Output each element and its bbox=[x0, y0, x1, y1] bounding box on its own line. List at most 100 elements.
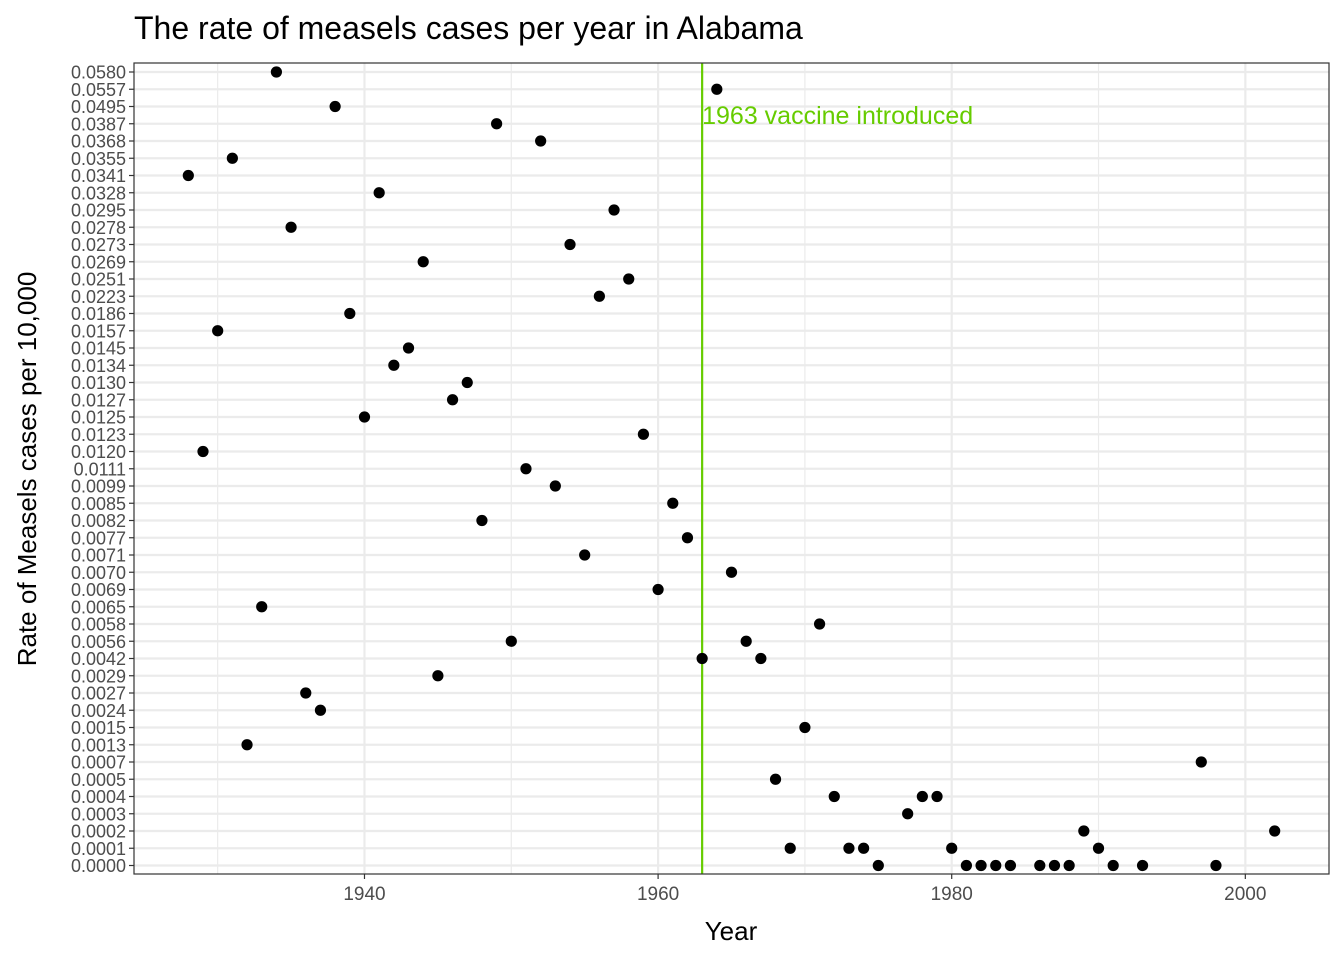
data-point bbox=[1004, 859, 1017, 872]
vaccine-annotation-label: 1963 vaccine introduced bbox=[702, 102, 973, 130]
data-point bbox=[813, 618, 826, 630]
data-point bbox=[1063, 859, 1075, 872]
data-point bbox=[461, 376, 473, 389]
y-tick-label: 0.0071 bbox=[71, 546, 126, 566]
data-point bbox=[872, 859, 884, 872]
data-point bbox=[1034, 859, 1046, 872]
data-point bbox=[623, 273, 635, 285]
data-point bbox=[593, 290, 605, 302]
data-point bbox=[1092, 842, 1105, 854]
data-point bbox=[902, 808, 914, 820]
y-tick-label: 0.0127 bbox=[71, 390, 126, 410]
plot-area: 1963 vaccine introduced0.00000.00010.000… bbox=[71, 62, 1330, 905]
data-point bbox=[256, 601, 268, 613]
y-tick-label: 0.0085 bbox=[71, 494, 126, 514]
data-point bbox=[755, 652, 767, 665]
data-point bbox=[212, 325, 224, 337]
data-point bbox=[637, 428, 650, 440]
data-point bbox=[667, 497, 679, 509]
data-point bbox=[975, 859, 987, 872]
y-tick-label: 0.0029 bbox=[71, 666, 126, 686]
chart-title: The rate of measels cases per year in Al… bbox=[134, 10, 803, 46]
data-point bbox=[432, 670, 444, 682]
data-point bbox=[769, 773, 782, 785]
y-tick-label: 0.0082 bbox=[71, 511, 126, 531]
data-point bbox=[916, 790, 928, 803]
data-point bbox=[828, 790, 840, 803]
y-tick-label: 0.0027 bbox=[71, 684, 126, 704]
y-tick-label: 0.0269 bbox=[71, 252, 126, 272]
x-tick-label: 1980 bbox=[931, 884, 973, 905]
y-tick-label: 0.0278 bbox=[71, 218, 126, 238]
y-tick-label: 0.0004 bbox=[71, 787, 126, 807]
y-tick-label: 0.0368 bbox=[71, 132, 126, 152]
data-point bbox=[696, 652, 708, 665]
data-point bbox=[711, 83, 723, 95]
x-tick-label: 2000 bbox=[1224, 884, 1266, 905]
x-tick-label: 1960 bbox=[637, 884, 679, 905]
y-tick-label: 0.0077 bbox=[71, 528, 126, 548]
y-tick-label: 0.0005 bbox=[71, 770, 126, 790]
data-point bbox=[329, 100, 341, 113]
data-point bbox=[1195, 756, 1207, 768]
data-point bbox=[990, 859, 1002, 872]
y-tick-label: 0.0042 bbox=[71, 649, 126, 669]
data-point bbox=[1136, 859, 1149, 872]
data-point bbox=[197, 445, 209, 458]
data-point bbox=[358, 411, 371, 423]
y-tick-label: 0.0495 bbox=[71, 97, 126, 117]
y-tick-label: 0.0557 bbox=[71, 80, 126, 100]
data-point bbox=[373, 187, 385, 199]
y-tick-label: 0.0003 bbox=[71, 804, 126, 824]
y-tick-label: 0.0328 bbox=[71, 183, 126, 203]
y-tick-label: 0.0069 bbox=[71, 580, 126, 600]
data-point bbox=[344, 307, 356, 320]
y-tick-label: 0.0341 bbox=[71, 166, 126, 186]
y-tick-label: 0.0013 bbox=[71, 735, 126, 755]
x-axis-title: Year bbox=[705, 916, 758, 946]
y-tick-label: 0.0007 bbox=[71, 753, 126, 773]
data-point bbox=[491, 118, 503, 130]
data-point bbox=[314, 704, 327, 716]
y-tick-label: 0.0186 bbox=[71, 304, 126, 324]
data-point bbox=[300, 687, 312, 699]
data-point bbox=[946, 842, 958, 854]
y-tick-label: 0.0580 bbox=[71, 63, 126, 83]
data-point bbox=[681, 532, 694, 544]
y-tick-label: 0.0111 bbox=[74, 459, 126, 479]
data-point bbox=[579, 549, 591, 561]
data-point bbox=[1269, 825, 1281, 837]
y-tick-label: 0.0058 bbox=[71, 615, 126, 635]
y-axis-title: Rate of Measels cases per 10,000 bbox=[12, 272, 42, 667]
y-tick-label: 0.0024 bbox=[71, 701, 126, 721]
y-tick-label: 0.0099 bbox=[71, 477, 126, 497]
y-tick-label: 0.0134 bbox=[71, 356, 126, 376]
data-point bbox=[535, 135, 547, 147]
data-point bbox=[1210, 859, 1222, 872]
y-tick-label: 0.0295 bbox=[71, 201, 126, 221]
y-tick-label: 0.0065 bbox=[71, 597, 126, 617]
y-tick-label: 0.0000 bbox=[71, 856, 126, 876]
y-tick-label: 0.0002 bbox=[71, 822, 126, 842]
data-point bbox=[725, 566, 738, 578]
y-tick-label: 0.0070 bbox=[71, 563, 126, 583]
data-point bbox=[241, 739, 253, 751]
x-tick-label: 1940 bbox=[343, 884, 385, 905]
data-point bbox=[843, 842, 855, 854]
data-point bbox=[1107, 859, 1119, 872]
data-point bbox=[520, 463, 532, 475]
data-point bbox=[799, 721, 811, 734]
data-point bbox=[549, 480, 561, 492]
data-point bbox=[858, 842, 870, 854]
y-tick-label: 0.0355 bbox=[71, 149, 126, 169]
data-point bbox=[182, 169, 194, 182]
y-tick-label: 0.0251 bbox=[71, 270, 126, 290]
data-point bbox=[446, 394, 459, 406]
y-tick-label: 0.0120 bbox=[71, 442, 126, 462]
data-point bbox=[476, 514, 488, 527]
y-tick-label: 0.0273 bbox=[71, 235, 126, 255]
data-point bbox=[960, 859, 972, 872]
y-tick-label: 0.0125 bbox=[71, 408, 126, 428]
y-tick-label: 0.0123 bbox=[71, 425, 126, 445]
